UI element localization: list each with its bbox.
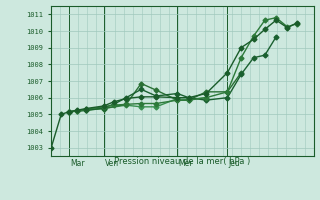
- Text: Ven: Ven: [105, 158, 119, 168]
- X-axis label: Pression niveau de la mer( hPa ): Pression niveau de la mer( hPa ): [114, 157, 251, 166]
- Text: Mer: Mer: [179, 158, 193, 168]
- Text: Mar: Mar: [70, 158, 84, 168]
- Text: Jeu: Jeu: [228, 158, 240, 168]
